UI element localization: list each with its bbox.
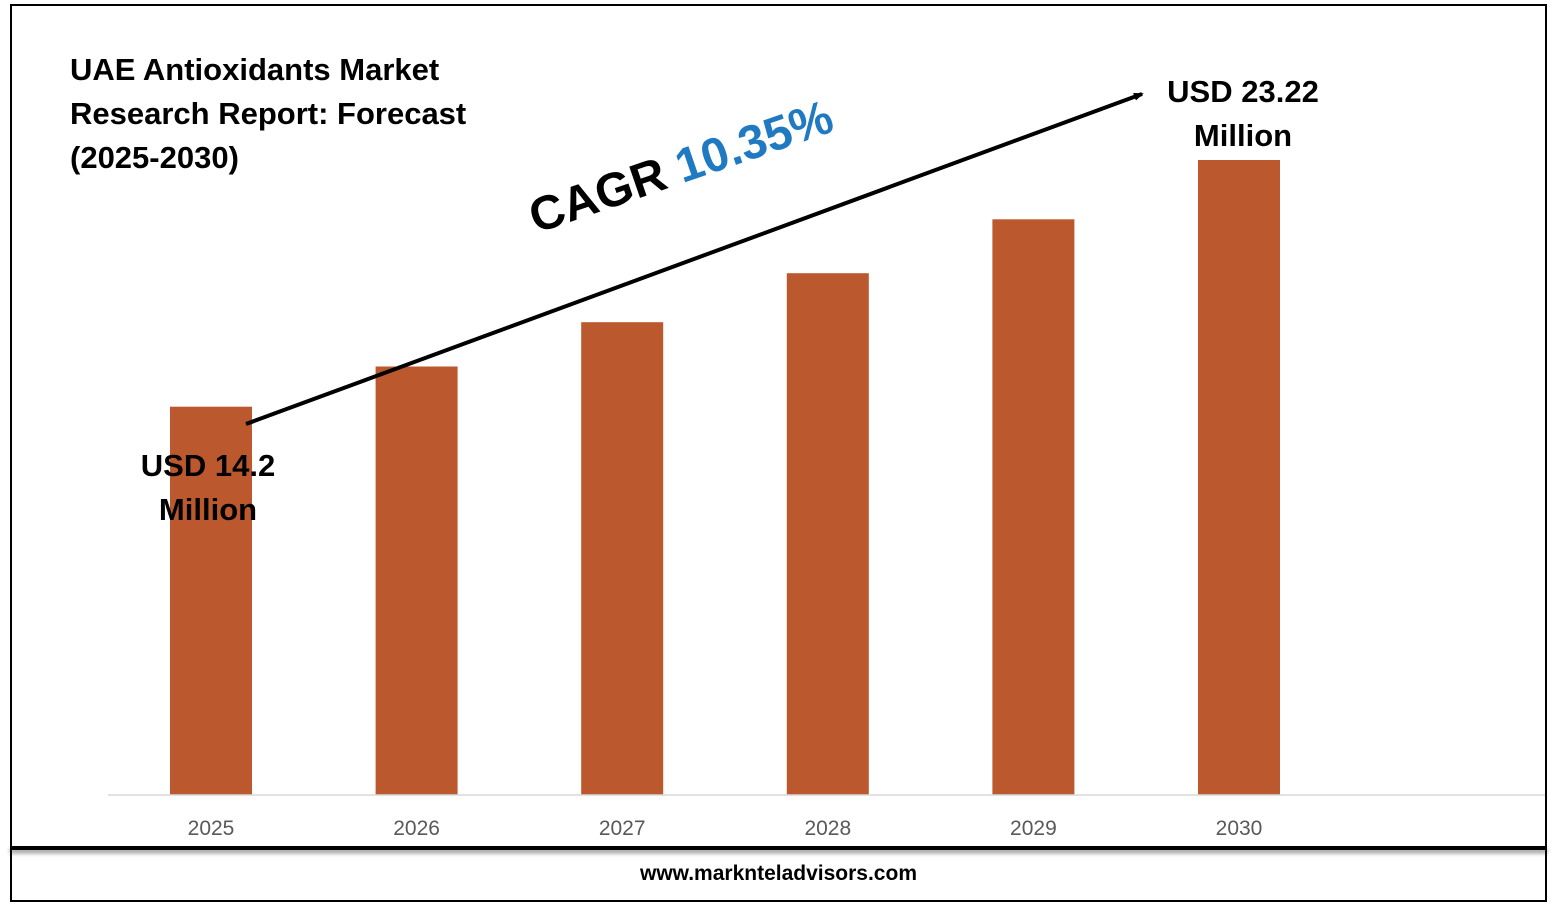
bar-2029 bbox=[992, 219, 1075, 796]
start-value-line1: USD 14.2 bbox=[140, 448, 276, 483]
chart-title: UAE Antioxidants Market Research Report:… bbox=[70, 52, 467, 175]
x-tick-label-2029: 2029 bbox=[1010, 817, 1057, 840]
x-tick-label-2028: 2028 bbox=[804, 817, 851, 840]
bar-2030 bbox=[1198, 160, 1280, 795]
x-tick-label-2030: 2030 bbox=[1216, 817, 1263, 840]
x-tick-label-2025: 2025 bbox=[188, 817, 235, 840]
start-value-label: USD 14.2 Million bbox=[118, 444, 298, 532]
x-axis-tick-labels: 2025 2026 2027 2028 2029 2030 bbox=[188, 817, 1263, 840]
x-tick-label-2026: 2026 bbox=[393, 817, 440, 840]
x-tick-label-2027: 2027 bbox=[599, 817, 646, 840]
bar-2028 bbox=[786, 273, 869, 795]
bar-2026 bbox=[375, 366, 458, 795]
start-value-line2: Million bbox=[158, 492, 258, 527]
end-value-line2: Million bbox=[1193, 118, 1293, 153]
growth-arrow bbox=[245, 92, 1144, 426]
footer-divider bbox=[10, 846, 1547, 850]
bar-series bbox=[170, 160, 1280, 796]
end-value-label: USD 23.22 Million bbox=[1150, 70, 1336, 158]
end-value-line1: USD 23.22 bbox=[1167, 74, 1319, 109]
chart-frame bbox=[10, 4, 1547, 902]
bar-2025 bbox=[170, 406, 252, 795]
bar-2027 bbox=[581, 322, 664, 795]
footer-website: www.marknteladvisors.com bbox=[640, 862, 917, 885]
